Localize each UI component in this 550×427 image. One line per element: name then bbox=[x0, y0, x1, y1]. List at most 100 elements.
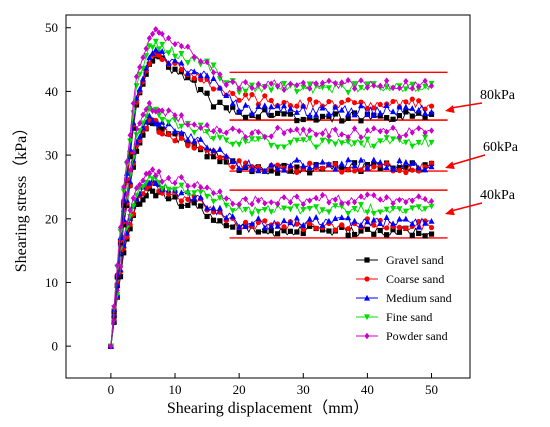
data-point bbox=[326, 77, 332, 85]
data-point bbox=[178, 112, 185, 119]
data-point bbox=[390, 124, 396, 132]
data-point bbox=[216, 204, 223, 211]
data-point bbox=[377, 196, 383, 203]
data-point bbox=[326, 98, 332, 105]
annotations: 80kPa 60kPa 40kPa bbox=[445, 88, 519, 216]
data-point bbox=[358, 118, 364, 124]
data-point bbox=[242, 219, 249, 225]
legend-label: Coarse sand bbox=[386, 272, 444, 286]
data-point bbox=[294, 229, 300, 235]
data-point bbox=[242, 88, 249, 95]
data-point bbox=[255, 114, 261, 120]
data-point bbox=[210, 136, 217, 142]
data-point bbox=[428, 203, 435, 210]
data-point bbox=[326, 228, 332, 234]
data-point bbox=[300, 126, 306, 133]
data-point bbox=[307, 197, 313, 204]
data-point bbox=[326, 199, 332, 206]
data-point bbox=[364, 81, 371, 88]
data-point bbox=[377, 209, 384, 216]
data-point bbox=[384, 128, 390, 136]
data-point bbox=[275, 200, 281, 208]
data-point bbox=[149, 188, 156, 194]
y-axis-title: Shearing stress（kPa） bbox=[12, 120, 30, 272]
data-point bbox=[242, 207, 249, 213]
data-point bbox=[345, 156, 352, 163]
data-point bbox=[197, 194, 204, 200]
data-point bbox=[143, 106, 149, 113]
data-point bbox=[166, 131, 172, 138]
data-point bbox=[307, 170, 313, 176]
data-point bbox=[137, 201, 143, 207]
data-point bbox=[326, 133, 332, 140]
data-point bbox=[184, 136, 191, 143]
data-point bbox=[229, 213, 236, 219]
data-point bbox=[428, 231, 435, 237]
data-point bbox=[184, 60, 191, 66]
data-point bbox=[111, 303, 117, 310]
data-point bbox=[287, 168, 294, 174]
data-point bbox=[332, 80, 338, 87]
data-point bbox=[261, 207, 268, 213]
data-point bbox=[149, 117, 156, 124]
data-point bbox=[370, 216, 377, 223]
data-point bbox=[178, 135, 185, 141]
data-point bbox=[345, 133, 351, 141]
annotation-arrow-head bbox=[445, 105, 455, 114]
data-point bbox=[364, 111, 371, 118]
data-point bbox=[178, 66, 185, 73]
data-point bbox=[325, 217, 332, 224]
data-point bbox=[351, 140, 358, 147]
data-point bbox=[204, 213, 210, 220]
data-point bbox=[165, 186, 172, 193]
data-point bbox=[210, 62, 217, 69]
data-point bbox=[287, 80, 294, 88]
data-point bbox=[223, 195, 229, 202]
data-point bbox=[371, 222, 377, 228]
data-point bbox=[178, 182, 185, 189]
data-point bbox=[255, 209, 262, 215]
data-point bbox=[345, 97, 351, 103]
data-point bbox=[255, 164, 261, 170]
data-point bbox=[325, 160, 332, 167]
data-point bbox=[185, 196, 191, 202]
data-point bbox=[210, 86, 217, 92]
data-point bbox=[287, 105, 294, 112]
data-point bbox=[261, 224, 268, 231]
data-point bbox=[422, 83, 429, 90]
data-point bbox=[377, 82, 383, 90]
data-point bbox=[172, 112, 178, 119]
data-point bbox=[216, 146, 223, 152]
data-point bbox=[133, 192, 140, 199]
data-point bbox=[345, 115, 351, 121]
data-point bbox=[140, 197, 146, 203]
data-point bbox=[370, 143, 377, 150]
data-point bbox=[371, 125, 377, 132]
data-point bbox=[229, 100, 236, 107]
data-point bbox=[230, 200, 236, 208]
data-point bbox=[281, 194, 287, 201]
data-point bbox=[422, 219, 429, 226]
data-point bbox=[275, 162, 281, 168]
data-point bbox=[191, 194, 198, 201]
data-point bbox=[325, 209, 332, 216]
data-point bbox=[249, 130, 255, 137]
data-point bbox=[409, 113, 415, 119]
data-point bbox=[124, 219, 130, 227]
data-point bbox=[137, 120, 143, 127]
data-point bbox=[159, 107, 165, 114]
data-point bbox=[325, 110, 332, 117]
data-point bbox=[268, 142, 275, 149]
data-point bbox=[172, 66, 178, 72]
data-point bbox=[409, 143, 416, 150]
data-point bbox=[396, 215, 403, 222]
data-point bbox=[422, 110, 429, 116]
data-point bbox=[364, 165, 371, 171]
data-point bbox=[339, 222, 345, 228]
data-point bbox=[275, 124, 281, 131]
data-point bbox=[319, 191, 326, 199]
data-point bbox=[357, 84, 364, 91]
data-point bbox=[216, 84, 223, 91]
data-point bbox=[409, 167, 415, 173]
data-point bbox=[281, 80, 288, 87]
